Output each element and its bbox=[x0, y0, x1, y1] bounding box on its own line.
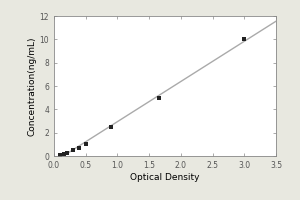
Point bbox=[64, 151, 69, 154]
Point bbox=[58, 153, 63, 156]
Point bbox=[70, 149, 75, 152]
Point bbox=[242, 38, 247, 41]
Point bbox=[109, 125, 113, 128]
Point bbox=[83, 143, 88, 146]
X-axis label: Optical Density: Optical Density bbox=[130, 173, 200, 182]
Point bbox=[77, 146, 82, 149]
Point bbox=[61, 152, 66, 155]
Y-axis label: Concentration(ng/mL): Concentration(ng/mL) bbox=[28, 36, 37, 136]
Point bbox=[156, 96, 161, 99]
